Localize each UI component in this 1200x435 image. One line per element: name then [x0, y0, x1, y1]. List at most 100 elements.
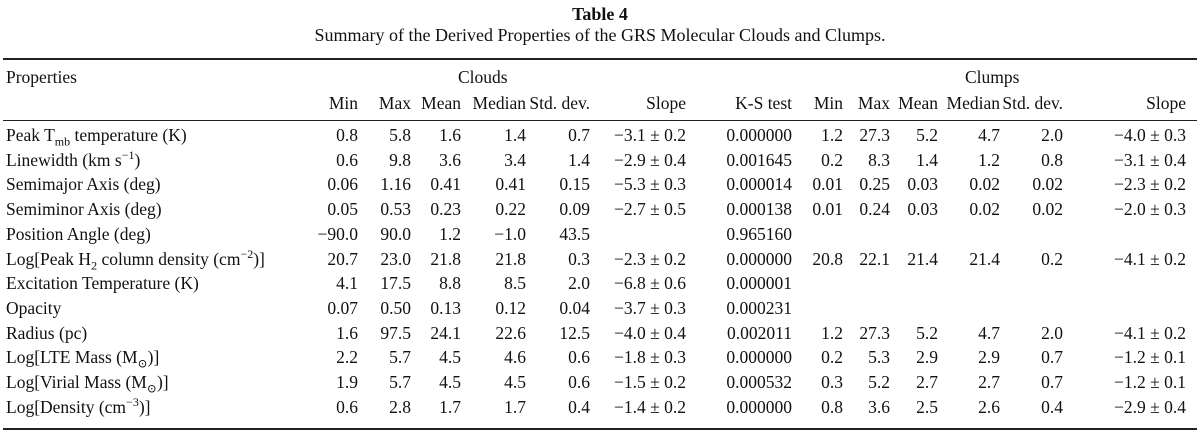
- cell-clumps-std-dev: 2.0: [1041, 125, 1063, 145]
- cell-clumps-mean: 5.2: [916, 322, 938, 343]
- row-property-label: Excitation Temperature (K): [6, 273, 199, 294]
- cell-clouds-std-dev: 0.04: [559, 297, 590, 318]
- cell-clumps-median: 21.4: [969, 248, 1000, 269]
- cell-clumps-max: 8.3: [868, 149, 890, 170]
- cell-clouds-slope: −4.0 ± 0.4: [614, 322, 686, 343]
- cell-clouds-std-dev: 12.5: [559, 322, 590, 343]
- cell-clumps-mean: 2.7: [916, 372, 938, 392]
- col-header-ks-test: K-S test: [735, 93, 792, 113]
- table-label: Table 4: [572, 4, 628, 24]
- cell-clouds-std-dev: 0.3: [568, 248, 590, 269]
- cell-clumps-min: 0.8: [821, 396, 843, 417]
- cell-clumps-median: 4.7: [978, 125, 1000, 145]
- cell-clouds-max: 0.50: [380, 297, 411, 318]
- cell-clouds-max: 23.0: [380, 248, 411, 269]
- cell-clouds-max: 90.0: [380, 223, 411, 244]
- cell-clouds-min: 20.7: [327, 248, 358, 269]
- cell-clouds-max: 9.8: [389, 149, 411, 170]
- cell-clouds-mean: 1.6: [439, 125, 461, 145]
- col-header-clouds-min: Min: [328, 93, 358, 113]
- cell-clumps-slope: −2.3 ± 0.2: [1114, 174, 1186, 195]
- cell-clouds-slope: −2.7 ± 0.5: [614, 199, 686, 220]
- row-property-label: Opacity: [6, 297, 62, 318]
- col-header-clumps-min: Min: [813, 93, 843, 113]
- cell-clumps-median: 2.6: [978, 396, 1000, 417]
- cell-ks-test: 0.965160: [726, 223, 792, 244]
- cell-clumps-median: 2.7: [978, 372, 1000, 392]
- cell-clouds-std-dev: 0.6: [568, 372, 590, 392]
- cell-clumps-std-dev: 2.0: [1041, 322, 1063, 343]
- row-property-label: Log[Virial Mass (M⊙)]: [6, 372, 169, 396]
- cell-clouds-max: 2.8: [389, 396, 411, 417]
- row-property-label: Semiminor Axis (deg): [6, 199, 162, 220]
- cell-clouds-min: 0.6: [336, 149, 358, 170]
- cell-clumps-max: 0.25: [859, 174, 890, 195]
- cell-clouds-min: 0.07: [327, 297, 358, 318]
- cell-clumps-slope: −4.1 ± 0.2: [1114, 248, 1186, 269]
- cell-clumps-slope: −2.0 ± 0.3: [1114, 199, 1186, 220]
- cell-ks-test: 0.002011: [727, 322, 792, 343]
- cell-clouds-median: 0.12: [495, 297, 526, 318]
- cell-clumps-mean: 5.2: [916, 125, 938, 145]
- cell-clouds-max: 5.8: [389, 125, 411, 145]
- cell-clouds-slope: −6.8 ± 0.6: [614, 273, 686, 294]
- cell-clumps-std-dev: 0.02: [1032, 174, 1063, 195]
- cell-clumps-mean: 0.03: [907, 199, 938, 220]
- cell-clouds-min: 4.1: [336, 273, 358, 294]
- cell-ks-test: 0.000532: [726, 372, 792, 392]
- cell-clouds-std-dev: 2.0: [568, 273, 590, 294]
- row-property-label: Log[Peak H2 column density (cm−2)]: [6, 246, 265, 272]
- cell-clouds-median: 4.6: [504, 347, 526, 368]
- cell-clumps-min: 0.01: [812, 174, 843, 195]
- cell-clumps-std-dev: 0.7: [1041, 372, 1063, 392]
- row-property-label: Log[LTE Mass (M⊙)]: [6, 347, 160, 371]
- cell-clumps-max: 0.24: [859, 199, 890, 220]
- cell-clumps-mean: 21.4: [907, 248, 938, 269]
- cell-ks-test: 0.000000: [726, 347, 792, 368]
- bottom-rule: [3, 428, 1197, 430]
- col-header-clouds-mean: Mean: [421, 93, 461, 113]
- cell-clumps-mean: 0.03: [907, 174, 938, 195]
- cell-clouds-mean: 3.6: [439, 149, 461, 170]
- cell-clouds-max: 0.53: [380, 199, 411, 220]
- clumps-group-header: Clumps: [965, 67, 1020, 87]
- cell-clouds-std-dev: 0.15: [559, 174, 590, 195]
- cell-clumps-slope: −2.9 ± 0.4: [1114, 396, 1186, 417]
- cell-clumps-max: 3.6: [868, 396, 890, 417]
- cell-ks-test: 0.000000: [726, 396, 792, 417]
- table-title: Summary of the Derived Properties of the…: [314, 25, 886, 45]
- cell-clumps-slope: −1.2 ± 0.1: [1114, 347, 1186, 368]
- cell-clumps-min: 0.2: [821, 347, 843, 368]
- cell-clumps-slope: −4.1 ± 0.2: [1114, 322, 1186, 343]
- cell-clouds-mean: 0.41: [430, 174, 461, 195]
- cell-clumps-median: 0.02: [969, 174, 1000, 195]
- cell-clumps-mean: 2.5: [916, 396, 938, 417]
- cell-clumps-mean: 1.4: [916, 149, 938, 170]
- table-caption-block: Table 4 Summary of the Derived Propertie…: [0, 0, 1200, 46]
- cell-clouds-min: 0.8: [336, 125, 358, 145]
- cell-clouds-median: 3.4: [504, 149, 526, 170]
- cell-clouds-slope: −5.3 ± 0.3: [614, 174, 686, 195]
- cell-clouds-slope: −2.3 ± 0.2: [614, 248, 686, 269]
- col-header-clouds-max: Max: [378, 93, 411, 113]
- cell-clumps-mean: 2.9: [916, 347, 938, 368]
- cell-clouds-mean: 21.8: [430, 248, 461, 269]
- cell-clumps-min: 1.2: [821, 322, 843, 343]
- cell-clouds-median: 8.5: [504, 273, 526, 294]
- cell-ks-test: 0.001645: [726, 149, 792, 170]
- cell-clouds-median: 0.41: [495, 174, 526, 195]
- cell-clouds-mean: 8.8: [439, 273, 461, 294]
- cell-clouds-median: −1.0: [494, 223, 526, 244]
- cell-clouds-max: 1.16: [380, 174, 411, 195]
- col-header-clouds-std-dev: Std. dev.: [529, 93, 590, 113]
- cell-clouds-std-dev: 0.6: [568, 347, 590, 368]
- cell-clouds-median: 4.5: [504, 372, 526, 392]
- cell-clumps-min: 0.3: [821, 372, 843, 392]
- col-header-clumps-max: Max: [857, 93, 890, 113]
- cell-clumps-slope: −3.1 ± 0.4: [1114, 149, 1186, 170]
- cell-clumps-median: 0.02: [969, 199, 1000, 220]
- cell-clumps-max: 5.2: [868, 372, 890, 392]
- cell-clouds-std-dev: 1.4: [568, 149, 590, 170]
- row-property-label: Linewidth (km s−1): [6, 147, 141, 170]
